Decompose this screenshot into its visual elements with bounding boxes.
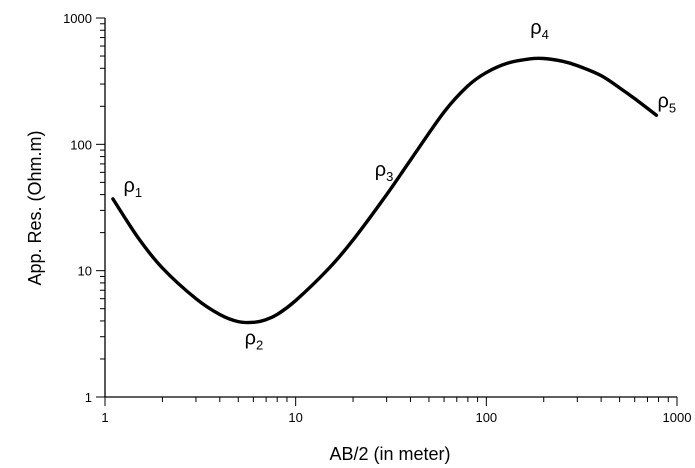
y-tick-label: 10 <box>78 264 92 279</box>
rho-1-label: ρ1 <box>123 175 142 200</box>
rho-5-label: ρ5 <box>657 91 676 116</box>
x-tick-label: 100 <box>475 410 497 425</box>
ticks <box>96 17 678 406</box>
y-tick-label: 100 <box>70 137 92 152</box>
rho-4-label: ρ4 <box>530 17 549 42</box>
tick-labels: 1 10 100 1000 1 10 100 1000 <box>63 11 691 425</box>
resistivity-curve <box>111 56 659 325</box>
y-axis-title: App. Res. (Ohm.m) <box>25 130 45 285</box>
y-tick-label: 1000 <box>63 11 92 26</box>
x-tick-label: 1 <box>101 410 108 425</box>
series <box>111 56 659 325</box>
x-axis-title: AB/2 (in meter) <box>329 444 450 464</box>
rho-3-label: ρ3 <box>375 159 394 184</box>
axes <box>104 18 677 398</box>
rho-2-label: ρ2 <box>245 328 264 353</box>
annotations: ρ1 ρ2 ρ3 ρ4 ρ5 <box>123 17 676 353</box>
y-tick-label: 1 <box>85 390 92 405</box>
x-tick-label: 10 <box>288 410 302 425</box>
x-tick-label: 1000 <box>663 410 692 425</box>
